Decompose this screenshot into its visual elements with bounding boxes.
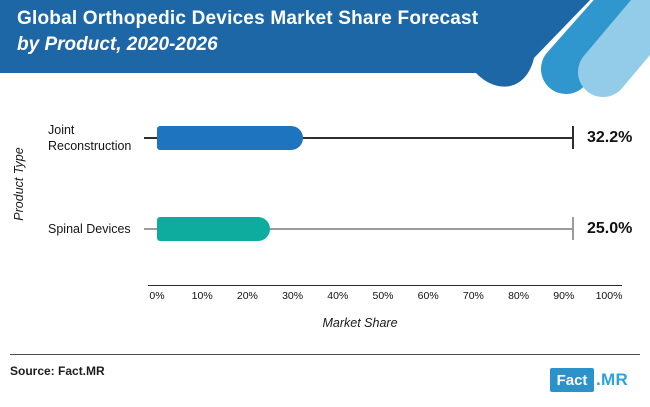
bar (157, 217, 270, 241)
bar-row-spinal-devices: Spinal Devices 25.0% (0, 205, 650, 253)
category-label: Joint Reconstruction (48, 123, 132, 153)
stem-line (144, 137, 573, 139)
footer-divider (10, 354, 640, 355)
header-title-block: Global Orthopedic Devices Market Share F… (17, 6, 478, 58)
factmr-logo-suffix: .MR (596, 370, 629, 389)
factmr-logo: Fact .MR (550, 368, 628, 392)
value-label: 25.0% (587, 220, 633, 237)
x-axis-line (148, 285, 622, 287)
bar (157, 126, 303, 150)
x-axis-tick-label: 100% (595, 290, 623, 302)
x-axis-tick-label: 0% (149, 290, 165, 302)
bar-row-joint-reconstruction: Joint Reconstruction 32.2% (0, 114, 650, 162)
header-dark-band (0, 0, 590, 87)
x-axis-tick-label: 60% (417, 290, 439, 302)
x-axis-tick-label: 20% (236, 290, 258, 302)
page-subtitle: by Product, 2020-2026 (17, 34, 218, 55)
source-text: Source: Fact.MR (10, 364, 105, 378)
x-axis-tick-label: 50% (372, 290, 394, 302)
header-banner (0, 0, 650, 97)
x-axis-tick-label: 80% (508, 290, 530, 302)
x-axis-title: Market Share (322, 316, 398, 330)
header-stripe-light (578, 0, 650, 97)
stem-tick (572, 217, 574, 240)
factmr-logo-box: Fact (550, 368, 594, 392)
x-axis-tick-label: 40% (327, 290, 349, 302)
x-axis-tick-label: 90% (553, 290, 575, 302)
stem-line (144, 228, 573, 230)
stem-tick (572, 126, 574, 149)
x-axis-tick-label: 30% (282, 290, 304, 302)
category-label: Spinal Devices (48, 222, 131, 236)
x-axis-tick-label: 70% (462, 290, 484, 302)
x-axis-tick-label: 10% (191, 290, 213, 302)
header-stripe-medium (541, 0, 650, 94)
page-title: Global Orthopedic Devices Market Share F… (17, 8, 479, 29)
value-label: 32.2% (587, 129, 633, 146)
